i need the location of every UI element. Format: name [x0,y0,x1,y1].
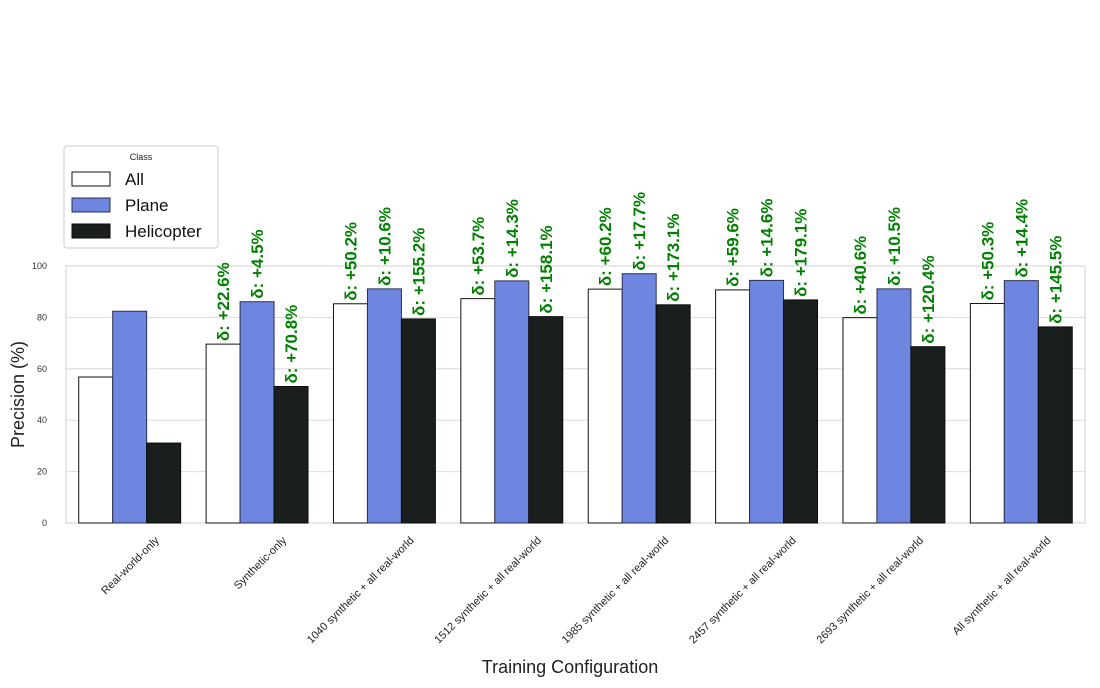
bar-plane-7 [1003,280,1039,524]
legend-title: Class [130,152,153,162]
delta-label: δ: +120.4% [919,255,938,343]
delta-label: δ: +173.1% [664,214,683,302]
legend-label-helicopter: Helicopter [125,222,202,241]
bar-all-4 [587,288,623,524]
bar-helicopter-6 [910,346,946,524]
delta-label: δ: +70.8% [282,305,301,384]
delta-label: δ: +59.6% [724,208,743,287]
delta-label: δ: +50.2% [341,222,360,301]
bar-helicopter-3 [528,316,564,524]
legend-label-plane: Plane [125,196,168,215]
bar-plane-0 [112,310,148,524]
y-tick-label: 80 [37,312,47,322]
bar-helicopter-1 [273,386,309,524]
bar-all-5 [715,289,751,524]
x-tick-label: 1040 synthetic + all real-world [305,535,417,647]
bar-all-7 [969,303,1005,524]
bar-plane-1 [239,301,275,524]
delta-label: δ: +10.5% [885,207,904,286]
bar-all-1 [205,343,241,524]
x-axis-label: Training Configuration [482,657,658,677]
bars [78,273,1073,524]
y-tick-label: 60 [37,364,47,374]
bar-all-6 [842,317,878,524]
delta-label: δ: +50.3% [978,222,997,301]
delta-label: δ: +14.3% [503,199,522,278]
bar-helicopter-0 [146,442,182,524]
bar-helicopter-2 [400,318,436,524]
x-tick-label: Synthetic-only [232,534,290,592]
legend-label-all: All [125,170,144,189]
bar-plane-6 [876,288,912,524]
legend-swatch-all [71,171,111,187]
delta-label: δ: +22.6% [214,262,233,341]
x-tick-label: 2693 synthetic + all real-world [814,535,926,647]
legend-items: All Plane Helicopter [71,170,202,241]
legend: Class All Plane Helicopter [63,145,219,249]
delta-label: δ: +53.7% [469,217,488,296]
bar-helicopter-7 [1037,326,1073,524]
y-tick-label: 100 [32,261,47,271]
bar-plane-5 [749,279,785,524]
bar-helicopter-5 [783,299,819,524]
delta-annotations: δ: +22.6% δ: +4.5% δ: +70.8% δ: +50.2% δ: +1… [214,192,1065,384]
y-tick-label: 0 [42,518,47,528]
x-tick-label: All synthetic + all real-world [950,535,1053,638]
delta-label: δ: +158.1% [537,225,556,313]
bar-helicopter-4 [655,304,691,524]
y-axis-ticks: 0 20 40 60 80 100 [32,261,47,528]
delta-label: δ: +14.4% [1012,199,1031,278]
y-tick-label: 40 [37,415,47,425]
delta-label: δ: +40.6% [851,236,870,315]
delta-label: δ: +60.2% [596,207,615,286]
delta-label: δ: +14.6% [758,199,777,278]
delta-label: δ: +179.1% [792,209,811,297]
bar-all-0 [78,376,114,524]
x-tick-label: 1985 synthetic + all real-world [560,535,672,647]
bar-plane-2 [366,288,402,524]
y-axis-label: Precision (%) [8,341,28,448]
legend-swatch-helicopter [71,223,111,239]
delta-label: δ: +155.2% [409,228,428,316]
bar-plane-4 [621,273,657,524]
bar-all-3 [460,298,496,524]
delta-label: δ: +145.5% [1046,236,1065,324]
legend-swatch-plane [71,197,111,213]
bar-all-2 [332,303,368,524]
x-tick-label: 2457 synthetic + all real-world [687,535,799,647]
delta-label: δ: +4.5% [248,229,267,298]
y-tick-label: 20 [37,467,47,477]
delta-label: δ: +10.6% [375,207,394,286]
x-tick-label: 1512 synthetic + all real-world [432,535,544,647]
bar-plane-3 [494,280,530,524]
x-tick-label: Real-world-only [99,534,162,597]
plot-frame [65,265,1086,524]
x-axis-ticks: Real-world-only Synthetic-only 1040 synthe… [99,534,1053,646]
delta-label: δ: +17.7% [630,192,649,271]
